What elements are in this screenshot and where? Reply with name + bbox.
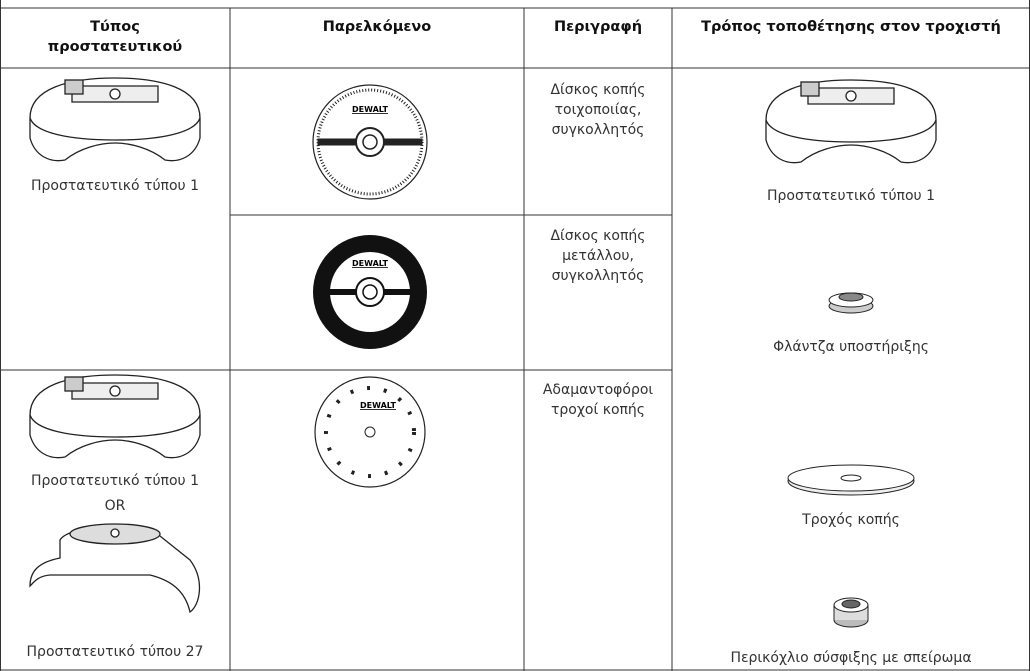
guard-type1 <box>765 79 937 164</box>
description: Αδαμαντοφόροι τροχοί κοπής <box>542 382 654 418</box>
disc-masonry: DEWALT <box>312 84 428 200</box>
header-cell: Τρόπος τοποθέτησης στον τροχιστή <box>701 19 1001 35</box>
header-cell: Παρελκόμενο <box>322 19 432 35</box>
brand-label: DEWALT <box>352 105 389 114</box>
brand-label: DEWALT <box>352 259 389 268</box>
guard-label: Προστατευτικό τύπου 1 <box>30 473 200 489</box>
brand-label: DEWALT <box>360 401 397 410</box>
header-cell: Τύπος προστατευτικού <box>47 19 183 55</box>
disc-metal: DEWALT <box>313 235 427 349</box>
cutting-wheel <box>787 464 915 496</box>
mounting-label: Φλάντζα υποστήριξης <box>773 339 929 355</box>
clamp-nut <box>833 597 869 628</box>
mounting-label: Περικόχλιο σύσφιξης με σπείρωμα <box>730 650 972 666</box>
guard-label: Προστατευτικό τύπου 27 <box>26 644 204 660</box>
guard-type1 <box>29 374 201 459</box>
guard-label: Προστατευτικό τύπου 1 <box>30 178 200 194</box>
or-label: OR <box>104 498 126 514</box>
mounting-label: Προστατευτικό τύπου 1 <box>766 188 936 204</box>
mounting-label: Τροχός κοπής <box>802 512 900 528</box>
description: Δίσκος κοπής τοιχοποιίας, συγκολλητός <box>550 82 646 138</box>
description: Δίσκος κοπής μετάλλου, συγκολλητός <box>550 228 646 284</box>
disc-diamond: DEWALT <box>314 376 426 488</box>
guard-type1 <box>29 77 201 162</box>
header-cell: Περιγραφή <box>553 19 643 35</box>
flange <box>828 292 874 314</box>
guard-type27 <box>29 523 201 613</box>
